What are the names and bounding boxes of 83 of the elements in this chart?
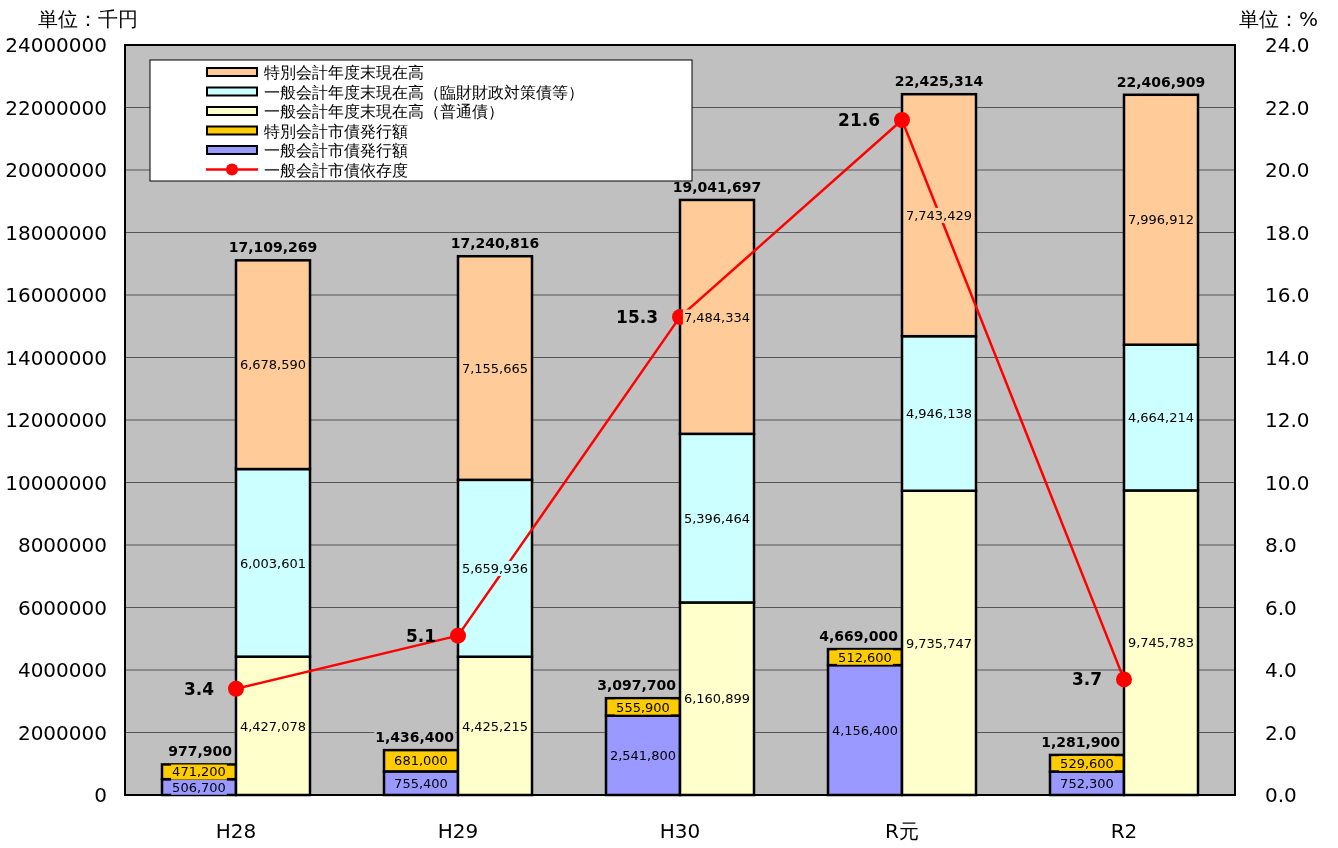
y2-tick-label: 14.0 bbox=[1265, 345, 1310, 370]
y-tick-label: 24000000 bbox=[5, 33, 107, 57]
y2-tick-label: 10.0 bbox=[1265, 470, 1310, 495]
total-label: 4,669,000 bbox=[819, 628, 899, 645]
y-tick-label: 10000000 bbox=[5, 470, 107, 495]
legend-label: 特別会計年度末現在高 bbox=[264, 63, 424, 82]
total-label: 3,097,700 bbox=[597, 677, 677, 694]
point bbox=[228, 680, 244, 697]
data-label: 9,735,747 bbox=[905, 635, 973, 651]
data-label: 15.3 bbox=[616, 306, 658, 327]
data-label: 7,484,334 bbox=[683, 309, 751, 325]
y2-tick-label: 20.0 bbox=[1265, 158, 1310, 182]
legend-label: 一般会計年度末現在高（普通債） bbox=[264, 102, 504, 121]
y2-tick-label: 4.0 bbox=[1265, 658, 1297, 682]
data-label: 3.7 bbox=[1071, 669, 1102, 690]
data-label: 21.6 bbox=[838, 110, 880, 131]
y2-tick-label: 16.0 bbox=[1265, 283, 1310, 307]
y2-axis-title: 単位：% bbox=[1238, 7, 1318, 31]
data-label: 6,160,899 bbox=[683, 691, 751, 707]
point bbox=[450, 627, 466, 644]
data-label: 755,400 bbox=[394, 775, 448, 791]
data-label: 5.1 bbox=[405, 625, 436, 646]
data-label: 7,996,912 bbox=[1127, 212, 1195, 228]
y2-tick-label: 2.0 bbox=[1265, 720, 1297, 745]
data-label: 512,600 bbox=[838, 649, 892, 665]
x-tick-label: H28 bbox=[215, 819, 257, 843]
data-label: 4,425,215 bbox=[461, 718, 529, 734]
legend-label: 一般会計市債依存度 bbox=[264, 160, 408, 180]
point bbox=[894, 112, 910, 128]
data-label: 4,427,078 bbox=[239, 718, 307, 734]
data-label: 3.4 bbox=[183, 678, 215, 699]
data-label: 4,664,214 bbox=[1127, 410, 1195, 426]
y-tick-label: 2000000 bbox=[17, 720, 107, 745]
y2-tick-label: 0.0 bbox=[1265, 783, 1297, 807]
total-label: 17,109,269 bbox=[228, 239, 318, 256]
y-tick-label: 12000000 bbox=[5, 408, 107, 432]
data-label: 681,000 bbox=[394, 753, 448, 769]
x-tick-label: H30 bbox=[659, 819, 701, 843]
legend-label: 特別会計市債発行額 bbox=[264, 121, 408, 141]
y2-tick-label: 22.0 bbox=[1265, 95, 1310, 120]
total-label: 977,900 bbox=[168, 743, 233, 760]
total-label: 1,436,400 bbox=[375, 729, 455, 746]
data-label: 5,396,464 bbox=[683, 510, 751, 526]
data-label: 7,155,665 bbox=[461, 360, 529, 376]
total-label: 17,240,816 bbox=[450, 235, 540, 252]
y-tick-label: 4000000 bbox=[17, 658, 107, 682]
data-label: 2,541,800 bbox=[609, 747, 677, 763]
x-tick-label: H29 bbox=[437, 819, 479, 843]
y2-tick-label: 18.0 bbox=[1265, 220, 1310, 245]
data-label: 9,745,783 bbox=[1127, 635, 1195, 651]
data-label: 506,700 bbox=[172, 779, 226, 795]
point bbox=[1116, 671, 1132, 688]
x-tick-label: R元 bbox=[885, 819, 919, 843]
y-tick-label: 18000000 bbox=[5, 220, 107, 245]
y-axis-title: 単位：千円 bbox=[38, 7, 138, 31]
y-tick-label: 16000000 bbox=[5, 283, 107, 307]
y-tick-label: 14000000 bbox=[5, 345, 107, 370]
data-label: 471,200 bbox=[172, 764, 226, 780]
total-label: 22,406,909 bbox=[1116, 73, 1206, 90]
y-tick-label: 6000000 bbox=[17, 595, 107, 620]
y-tick-label: 20000000 bbox=[5, 158, 107, 182]
data-label: 752,300 bbox=[1060, 775, 1114, 791]
x-tick-label: R2 bbox=[1110, 819, 1138, 843]
data-label: 555,900 bbox=[616, 699, 670, 715]
y-tick-label: 22000000 bbox=[5, 95, 107, 120]
y2-tick-label: 12.0 bbox=[1265, 408, 1310, 432]
total-label: 1,281,900 bbox=[1041, 733, 1121, 750]
data-label: 529,600 bbox=[1060, 755, 1114, 771]
data-label: 6,678,590 bbox=[239, 357, 307, 373]
data-label: 7,743,429 bbox=[905, 207, 973, 223]
data-label: 5,659,936 bbox=[461, 560, 529, 576]
data-label: 4,946,138 bbox=[905, 406, 973, 422]
y2-tick-label: 8.0 bbox=[1265, 533, 1297, 557]
y2-tick-label: 24.0 bbox=[1265, 33, 1310, 57]
y2-tick-label: 6.0 bbox=[1265, 595, 1297, 620]
total-label: 22,425,314 bbox=[894, 73, 984, 90]
data-label: 6,003,601 bbox=[239, 555, 307, 571]
legend-label: 一般会計市債発行額 bbox=[264, 141, 408, 160]
legend-label: 一般会計年度末現在高（臨財財政対策債等） bbox=[264, 82, 584, 102]
data-label: 4,156,400 bbox=[831, 722, 899, 738]
y-tick-label: 0 bbox=[94, 783, 107, 807]
y-tick-label: 8000000 bbox=[17, 533, 107, 557]
total-label: 19,041,697 bbox=[672, 178, 762, 195]
